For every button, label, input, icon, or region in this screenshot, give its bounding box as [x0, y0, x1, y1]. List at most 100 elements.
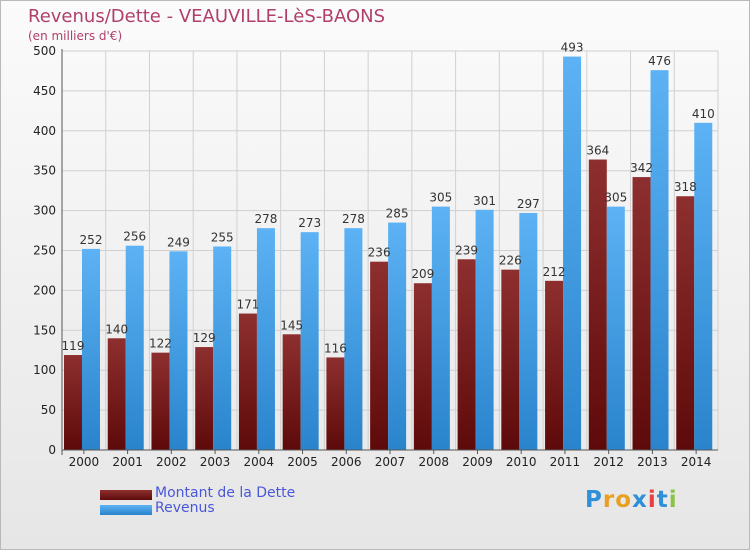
data-label-dette: 212 — [543, 265, 566, 279]
data-label-revenus: 273 — [298, 216, 321, 230]
bar-revenus — [694, 122, 713, 450]
data-label-dette: 236 — [368, 246, 391, 260]
x-tick-label: 2008 — [418, 455, 449, 469]
x-tick-label: 2005 — [287, 455, 318, 469]
x-tick-label: 2004 — [244, 455, 275, 469]
data-label-dette: 145 — [280, 318, 303, 332]
legend-swatch-revenus — [100, 505, 152, 515]
data-label-revenus: 278 — [254, 212, 277, 226]
x-tick-label: 2006 — [331, 455, 362, 469]
bar-dette — [282, 334, 301, 450]
bar-revenus — [125, 245, 144, 450]
bar-revenus — [256, 228, 275, 450]
bar-dette — [501, 269, 520, 450]
data-label-revenus: 301 — [473, 194, 496, 208]
chart-title: Revenus/Dette - VEAUVILLE-LèS-BAONS — [28, 6, 386, 27]
logo-letter: P — [585, 487, 603, 513]
bar-revenus — [300, 232, 319, 450]
data-label-dette: 364 — [586, 144, 609, 158]
data-label-revenus: 305 — [604, 191, 627, 205]
bar-dette — [370, 261, 389, 450]
bar-dette — [676, 196, 695, 450]
bar-dette — [457, 259, 476, 450]
y-tick-label: 300 — [33, 204, 56, 218]
data-label-revenus: 285 — [386, 207, 409, 221]
bar-revenus — [519, 212, 538, 450]
data-label-revenus: 256 — [123, 230, 146, 244]
bar-dette — [107, 338, 126, 450]
x-tick-label: 2012 — [593, 455, 624, 469]
bar-revenus — [606, 206, 625, 450]
bar-revenus — [431, 206, 450, 450]
bar-dette — [413, 283, 432, 450]
data-label-revenus: 476 — [648, 54, 671, 68]
data-label-dette: 318 — [674, 180, 697, 194]
bar-dette — [545, 280, 564, 450]
y-tick-label: 200 — [33, 283, 56, 297]
y-tick-label: 400 — [33, 124, 56, 138]
bar-revenus — [650, 70, 669, 450]
x-tick-label: 2000 — [69, 455, 100, 469]
data-label-revenus: 249 — [167, 235, 190, 249]
bar-dette — [326, 357, 345, 450]
bar-revenus — [563, 56, 582, 450]
bar-revenus — [213, 246, 232, 450]
x-tick-label: 2002 — [156, 455, 187, 469]
x-tick-label: 2010 — [506, 455, 537, 469]
data-label-dette: 122 — [149, 337, 172, 351]
y-tick-label: 100 — [33, 363, 56, 377]
y-tick-label: 0 — [48, 443, 56, 457]
legend-swatch-dette — [100, 490, 152, 500]
data-label-dette: 239 — [455, 243, 478, 257]
y-tick-label: 150 — [33, 323, 56, 337]
data-label-revenus: 278 — [342, 212, 365, 226]
logo-letter: t — [656, 487, 669, 513]
legend-item-dette: Montant de la Dette — [100, 485, 360, 502]
data-label-dette: 226 — [499, 254, 522, 268]
bar-revenus — [82, 248, 100, 450]
bar-revenus — [344, 228, 363, 450]
data-label-dette: 140 — [105, 322, 128, 336]
logo-letter: i — [647, 487, 657, 513]
y-tick-label: 350 — [33, 164, 56, 178]
logo-letter: o — [615, 487, 633, 513]
data-label-revenus: 297 — [517, 197, 540, 211]
data-label-dette: 342 — [630, 161, 653, 175]
data-label-dette: 209 — [411, 267, 434, 281]
bar-dette — [151, 352, 170, 450]
bar-revenus — [388, 222, 407, 450]
data-label-revenus: 493 — [561, 41, 584, 55]
data-label-dette: 171 — [236, 298, 259, 312]
logo-letter: r — [602, 487, 616, 513]
data-label-dette: 119 — [62, 339, 85, 353]
legend-label-dette: Montant de la Dette — [155, 485, 296, 501]
data-label-dette: 129 — [193, 331, 216, 345]
bar-dette — [64, 355, 82, 450]
x-tick-label: 2007 — [375, 455, 406, 469]
x-tick-label: 2014 — [681, 455, 712, 469]
data-label-revenus: 252 — [80, 233, 103, 247]
y-tick-label: 450 — [33, 84, 56, 98]
legend-item-revenus: Revenus — [100, 500, 360, 517]
x-tick-label: 2013 — [637, 455, 668, 469]
y-tick-label: 50 — [41, 403, 56, 417]
data-label-revenus: 255 — [211, 231, 234, 245]
data-label-revenus: 305 — [429, 191, 452, 205]
bar-dette — [195, 347, 214, 450]
bar-dette — [588, 159, 607, 450]
data-label-revenus: 410 — [692, 107, 715, 121]
bar-dette — [238, 313, 257, 450]
logo-letter: i — [668, 487, 678, 513]
chart-subtitle: (en milliers d'€) — [28, 29, 123, 43]
legend-label-revenus: Revenus — [155, 500, 215, 516]
x-tick-label: 2003 — [200, 455, 231, 469]
logo-letter: x — [632, 487, 648, 513]
bar-revenus — [475, 209, 494, 450]
bar-dette — [632, 177, 651, 451]
y-tick-label: 500 — [33, 44, 56, 58]
bar-revenus — [169, 251, 188, 450]
y-tick-label: 250 — [33, 244, 56, 258]
proxiti-logo: Proxiti — [585, 487, 678, 513]
x-tick-label: 2009 — [462, 455, 493, 469]
